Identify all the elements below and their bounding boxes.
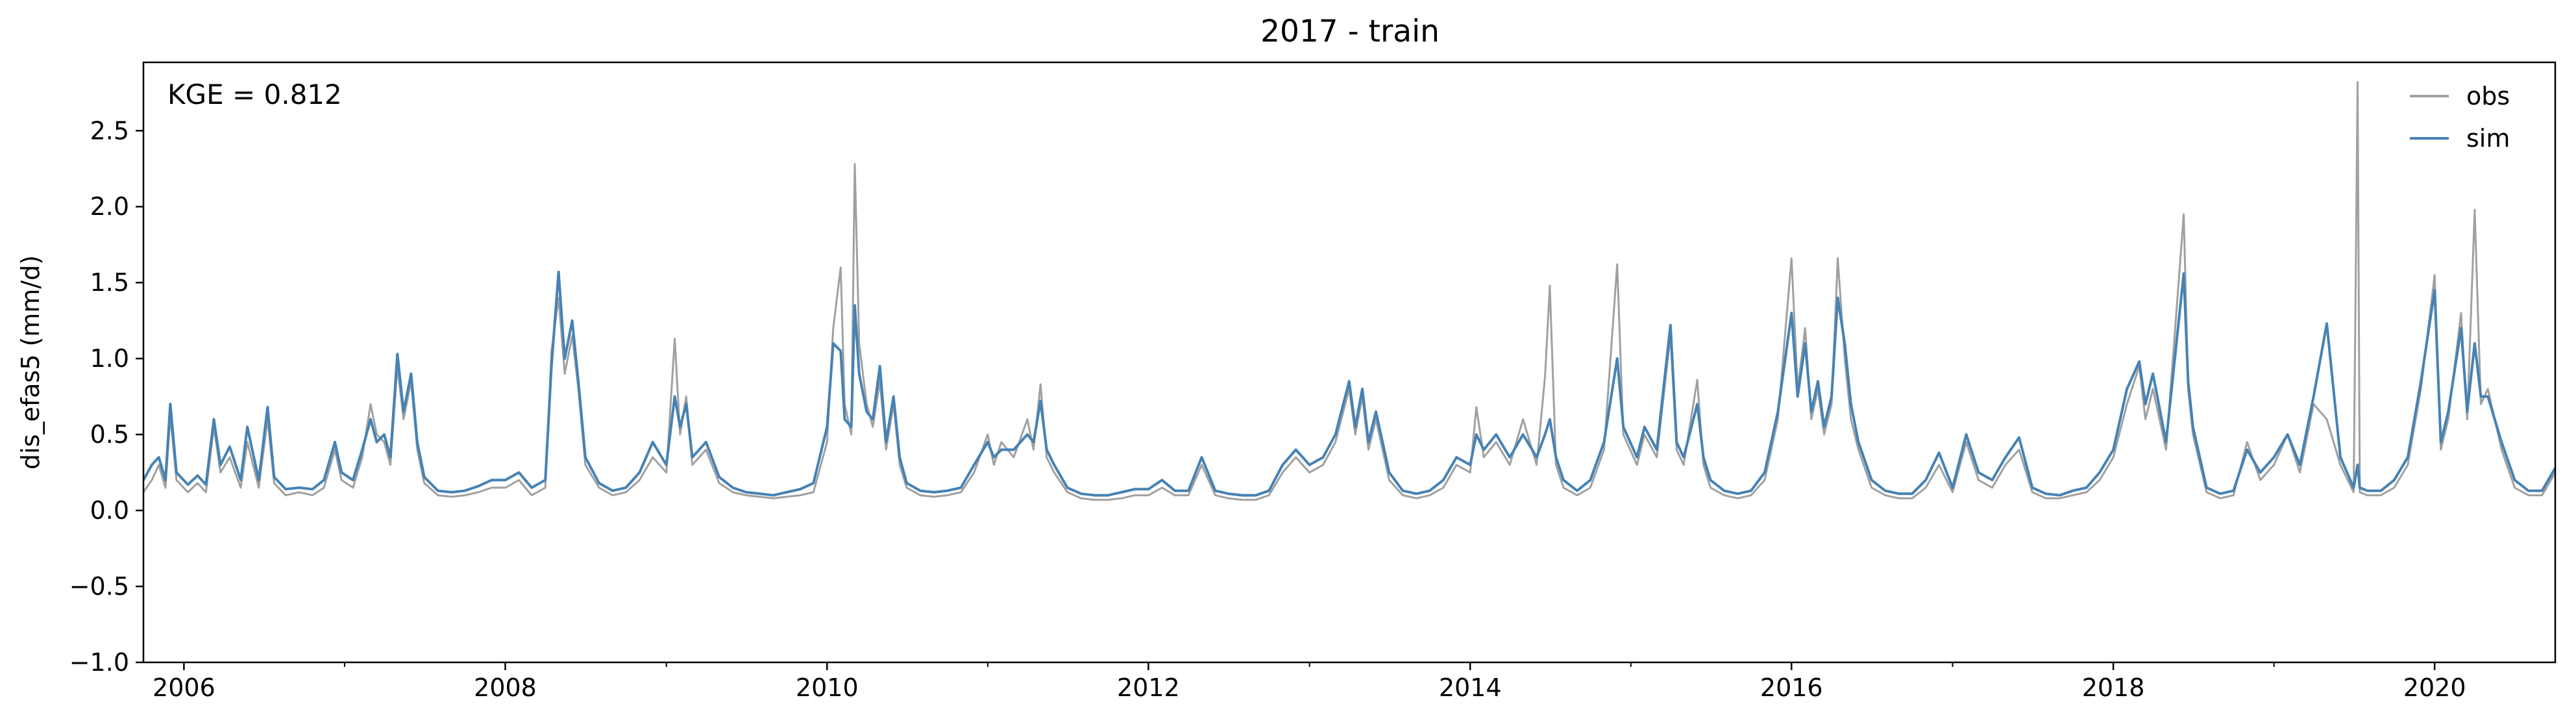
chart-title: 2017 - train xyxy=(1260,14,1440,49)
y-axis-label: dis_efas5 (mm/d) xyxy=(16,255,45,469)
x-tick-label: 2014 xyxy=(1439,673,1502,702)
legend-label-sim: sim xyxy=(2466,124,2510,153)
series-line-sim xyxy=(142,270,2557,497)
x-tick-label: 2016 xyxy=(1760,673,1823,702)
y-tick-label: −0.5 xyxy=(69,572,129,601)
y-tick-label: 0.5 xyxy=(90,420,129,449)
x-tick-label: 2006 xyxy=(153,673,215,702)
y-axis: −1.0 −0.5 0.0 0.5 1.0 1.5 2.0 2.5 xyxy=(69,116,143,677)
series-layer xyxy=(142,81,2557,501)
x-axis: 2006 2008 2010 2012 2014 2016 2018 2020 xyxy=(153,662,2466,702)
x-tick-label: 2020 xyxy=(2403,673,2466,702)
y-tick-label: 0.0 xyxy=(90,496,129,525)
y-tick-label: −1.0 xyxy=(69,648,129,677)
series-line-obs xyxy=(142,81,2557,501)
x-tick-label: 2008 xyxy=(474,673,537,702)
kge-annotation: KGE = 0.812 xyxy=(167,79,342,110)
y-tick-label: 2.0 xyxy=(90,192,129,221)
x-tick-label: 2010 xyxy=(796,673,859,702)
x-tick-label: 2018 xyxy=(2082,673,2145,702)
plot-frame xyxy=(142,61,2557,664)
y-tick-label: 2.5 xyxy=(90,116,129,145)
legend-label-obs: obs xyxy=(2466,82,2510,110)
legend: obs sim xyxy=(2410,82,2510,153)
y-tick-label: 1.0 xyxy=(90,344,129,373)
x-tick-label: 2012 xyxy=(1117,673,1180,702)
y-tick-label: 1.5 xyxy=(90,268,129,297)
